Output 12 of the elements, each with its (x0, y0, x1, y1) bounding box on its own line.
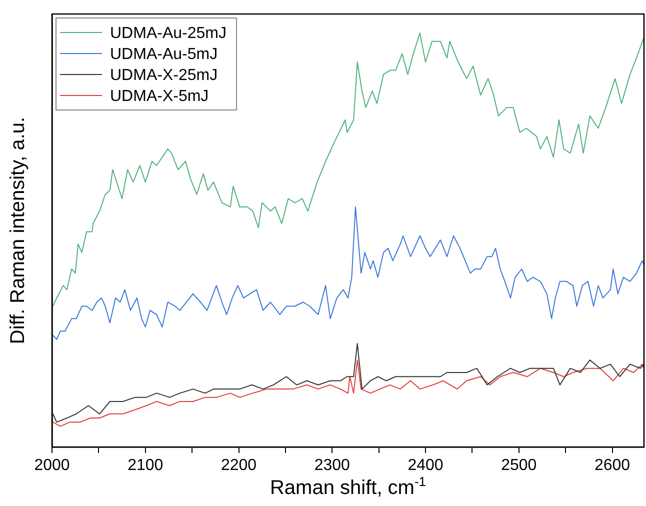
legend-label: UDMA-X-25mJ (110, 66, 218, 84)
x-tick-label: 2600 (594, 457, 630, 474)
y-axis-title: Diff. Raman intensity, a.u. (7, 116, 29, 344)
x-tick-label: 2500 (501, 457, 537, 474)
x-tick-label: 2100 (128, 457, 164, 474)
x-tick-label: 2300 (314, 457, 350, 474)
legend-label: UDMA-Au-5mJ (110, 46, 218, 63)
x-tick-label: 2400 (408, 457, 444, 474)
legend-label: UDMA-X-5mJ (110, 88, 209, 105)
x-tick-label: 2200 (220, 457, 257, 474)
x-tick-label: 2000 (34, 457, 70, 474)
legend-label: UDMA-Au-25mJ (110, 24, 226, 42)
